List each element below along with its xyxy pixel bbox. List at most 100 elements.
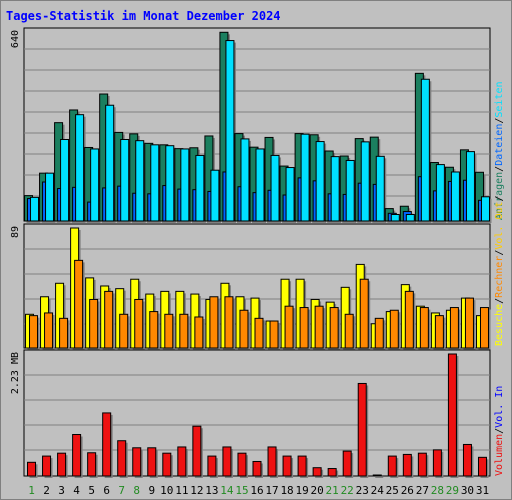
bar-volumen-day-13 <box>207 455 217 477</box>
bar-rechner-day-10 <box>164 313 174 349</box>
day-label-28: 28 <box>431 484 444 497</box>
panel-3-legend-item: Vol. In <box>494 386 505 428</box>
bar-rechner-day-18 <box>284 305 294 349</box>
day-label-5: 5 <box>88 484 95 497</box>
bar-seiten-day-4 <box>75 114 85 222</box>
bar-seiten-day-9 <box>150 144 160 222</box>
bar-rechner-day-25 <box>389 309 399 349</box>
bar-volumen-day-15 <box>237 452 247 477</box>
bar-rechner-day-4 <box>74 259 84 349</box>
day-label-9: 9 <box>148 484 155 497</box>
bar-volumen-day-27 <box>417 452 427 477</box>
day-label-26: 26 <box>401 484 414 497</box>
bar-volumen-day-24 <box>372 474 382 477</box>
bar-seiten-day-24 <box>375 155 385 222</box>
bar-seiten-day-3 <box>60 138 70 222</box>
panel-1-legend-item: Anfragen <box>494 172 505 220</box>
bar-volumen-day-26 <box>402 453 412 477</box>
bar-volumen-day-19 <box>297 455 307 477</box>
bar-volumen-day-28 <box>432 449 442 477</box>
bar-seiten-day-1 <box>30 196 40 222</box>
bar-volumen-day-23 <box>357 382 367 477</box>
panel-2-legend: Besuche/Rechner/Vol. Out/ <box>494 195 505 346</box>
panel-2-legend-item: Vol. Out <box>494 201 505 249</box>
day-label-1: 1 <box>28 484 35 497</box>
day-label-6: 6 <box>103 484 110 497</box>
bar-volumen-day-29 <box>447 353 457 477</box>
bar-seiten-day-6 <box>105 104 115 222</box>
bar-seiten-day-7 <box>120 138 130 222</box>
bar-rechner-day-13 <box>209 296 219 349</box>
bar-seiten-day-30 <box>465 151 475 222</box>
day-label-2: 2 <box>43 484 50 497</box>
bar-rechner-day-5 <box>89 298 99 349</box>
bar-rechner-day-20 <box>314 305 324 349</box>
bar-rechner-day-19 <box>299 307 309 349</box>
panel-1-max-label: 640 <box>10 30 21 48</box>
day-label-19: 19 <box>295 484 308 497</box>
panel-3-legend: Volumen/Vol. In <box>494 386 505 476</box>
panel-3-frame <box>23 349 491 477</box>
bar-volumen-day-18 <box>282 455 292 477</box>
bar-rechner-day-11 <box>179 313 189 349</box>
day-label-3: 3 <box>58 484 65 497</box>
bar-rechner-day-17 <box>269 320 279 349</box>
bar-volumen-day-16 <box>252 460 262 477</box>
bar-volumen-day-4 <box>72 434 82 477</box>
day-label-14: 14 <box>220 484 234 497</box>
bar-volumen-day-21 <box>327 468 337 477</box>
panel-2-legend-item: Besuche <box>494 304 505 346</box>
bar-seiten-day-2 <box>45 172 55 222</box>
bar-rechner-day-3 <box>59 317 69 349</box>
bar-seiten-day-19 <box>300 133 310 222</box>
day-label-10: 10 <box>160 484 173 497</box>
bar-volumen-day-5 <box>87 452 97 477</box>
bar-rechner-day-27 <box>419 307 429 349</box>
bar-rechner-day-31 <box>479 307 489 349</box>
panel-3-max-label: 2.23 MB <box>10 352 21 394</box>
bar-rechner-day-12 <box>194 316 204 349</box>
day-label-23: 23 <box>356 484 369 497</box>
day-label-31: 31 <box>476 484 489 497</box>
bar-volumen-day-30 <box>462 443 472 477</box>
day-label-17: 17 <box>265 484 278 497</box>
bar-rechner-day-8 <box>134 298 144 349</box>
bar-seiten-day-22 <box>345 159 355 222</box>
bar-volumen-day-11 <box>177 446 187 477</box>
day-label-7: 7 <box>118 484 125 497</box>
day-label-21: 21 <box>326 484 339 497</box>
bar-rechner-day-15 <box>239 309 249 349</box>
bar-seiten-day-25 <box>390 214 400 222</box>
day-label-11: 11 <box>175 484 188 497</box>
day-label-25: 25 <box>386 484 399 497</box>
panel-1-legend-item: / <box>494 166 505 172</box>
bar-rechner-day-16 <box>254 317 264 349</box>
day-label-16: 16 <box>250 484 263 497</box>
bar-rechner-day-14 <box>224 296 234 349</box>
day-label-22: 22 <box>341 484 354 497</box>
bar-rechner-day-30 <box>464 297 474 349</box>
bar-volumen-day-3 <box>57 452 67 477</box>
bar-seiten-day-26 <box>405 214 415 222</box>
day-label-18: 18 <box>280 484 293 497</box>
bar-seiten-day-13 <box>210 169 220 222</box>
bar-volumen-day-7 <box>117 440 127 477</box>
bar-volumen-day-2 <box>42 455 52 477</box>
day-label-12: 12 <box>190 484 203 497</box>
panel-2-max-label: 89 <box>10 226 21 238</box>
bar-seiten-day-8 <box>135 140 145 222</box>
bar-seiten-day-21 <box>330 156 340 222</box>
bar-volumen-day-25 <box>387 455 397 477</box>
bar-volumen-day-22 <box>342 450 352 477</box>
bar-rechner-day-23 <box>359 278 369 349</box>
panel-2-legend-item: Rechner <box>494 256 505 298</box>
bar-volumen-day-8 <box>132 447 142 477</box>
bar-seiten-day-16 <box>255 148 265 222</box>
day-label-27: 27 <box>416 484 429 497</box>
bar-seiten-day-29 <box>450 171 460 222</box>
bar-seiten-day-11 <box>180 148 190 222</box>
panel-1-legend-item: Dateien <box>494 124 505 166</box>
bar-seiten-day-15 <box>240 138 250 222</box>
